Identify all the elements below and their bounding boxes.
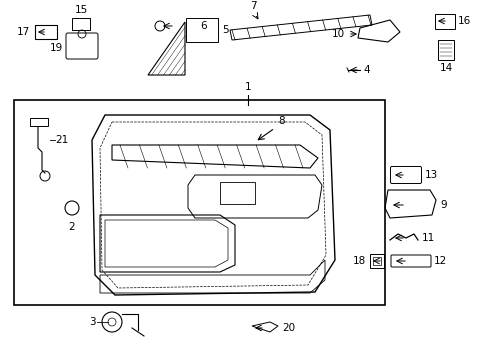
Text: 3: 3 [89, 317, 96, 327]
FancyBboxPatch shape [391, 255, 431, 267]
Bar [373, 257, 381, 265]
Text: 5: 5 [222, 25, 229, 35]
Text: 20: 20 [282, 323, 295, 333]
Bar [186, 18, 218, 42]
Text: 9: 9 [440, 200, 446, 210]
Bar [370, 254, 384, 268]
Bar [30, 118, 48, 126]
Text: 6: 6 [200, 21, 207, 31]
Text: 4: 4 [363, 65, 369, 75]
Text: 21: 21 [55, 135, 68, 145]
Bar [220, 182, 255, 204]
Bar [438, 40, 454, 60]
Text: 11: 11 [422, 233, 435, 243]
Text: 18: 18 [353, 256, 366, 266]
Text: 14: 14 [440, 63, 453, 73]
Bar [35, 25, 57, 39]
Text: 2: 2 [69, 222, 75, 232]
Text: 8: 8 [278, 116, 285, 126]
Text: 12: 12 [434, 256, 447, 266]
Text: 13: 13 [425, 170, 438, 180]
Bar [435, 14, 455, 29]
FancyBboxPatch shape [391, 166, 421, 184]
Text: 19: 19 [50, 43, 63, 53]
Text: 1: 1 [245, 82, 251, 92]
Text: 7: 7 [250, 1, 256, 11]
FancyBboxPatch shape [66, 33, 98, 59]
Bar [72, 18, 90, 30]
Bar [14, 100, 385, 305]
Text: 16: 16 [458, 16, 471, 26]
Text: 10: 10 [332, 29, 345, 39]
Text: 17: 17 [17, 27, 30, 37]
Text: 15: 15 [74, 5, 88, 15]
